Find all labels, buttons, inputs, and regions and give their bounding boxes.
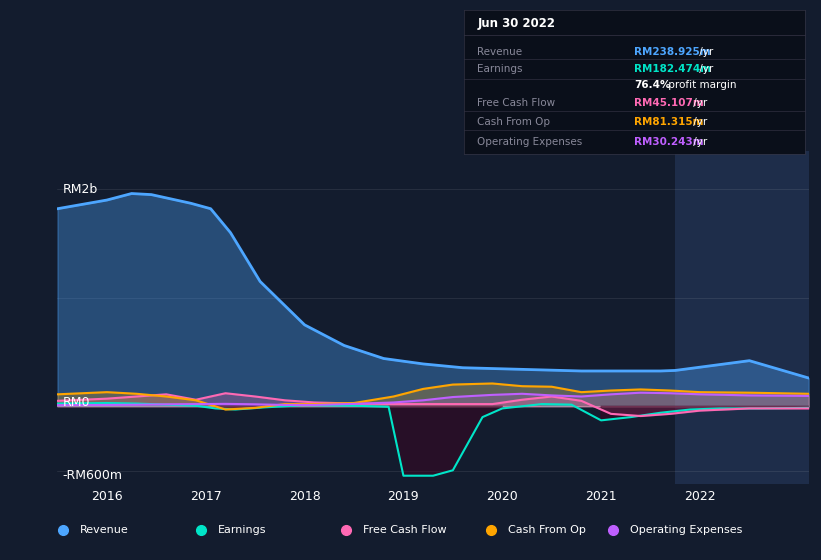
Text: Cash From Op: Cash From Op xyxy=(507,525,585,535)
Text: RM2b: RM2b xyxy=(62,183,98,195)
Text: RM182.474m: RM182.474m xyxy=(635,64,711,74)
Text: /yr: /yr xyxy=(690,117,707,127)
Text: /yr: /yr xyxy=(690,137,707,147)
Text: /yr: /yr xyxy=(696,64,713,74)
Text: Operating Expenses: Operating Expenses xyxy=(630,525,742,535)
Text: Earnings: Earnings xyxy=(218,525,266,535)
Text: Operating Expenses: Operating Expenses xyxy=(478,137,583,147)
Bar xyxy=(675,151,809,484)
Text: RM81.315m: RM81.315m xyxy=(635,117,704,127)
Text: Earnings: Earnings xyxy=(478,64,523,74)
Text: Jun 30 2022: Jun 30 2022 xyxy=(478,17,556,30)
Text: profit margin: profit margin xyxy=(665,81,736,90)
Text: -RM600m: -RM600m xyxy=(62,469,122,482)
Text: RM238.925m: RM238.925m xyxy=(635,47,711,57)
Text: Free Cash Flow: Free Cash Flow xyxy=(478,97,556,108)
Text: RM45.107m: RM45.107m xyxy=(635,97,704,108)
Text: 76.4%: 76.4% xyxy=(635,81,671,90)
Text: /yr: /yr xyxy=(690,97,707,108)
Text: RM30.243m: RM30.243m xyxy=(635,137,704,147)
Text: Free Cash Flow: Free Cash Flow xyxy=(363,525,447,535)
Text: RM0: RM0 xyxy=(62,396,90,409)
Text: Revenue: Revenue xyxy=(80,525,129,535)
Text: /yr: /yr xyxy=(696,47,713,57)
Text: Revenue: Revenue xyxy=(478,47,523,57)
Text: Cash From Op: Cash From Op xyxy=(478,117,551,127)
